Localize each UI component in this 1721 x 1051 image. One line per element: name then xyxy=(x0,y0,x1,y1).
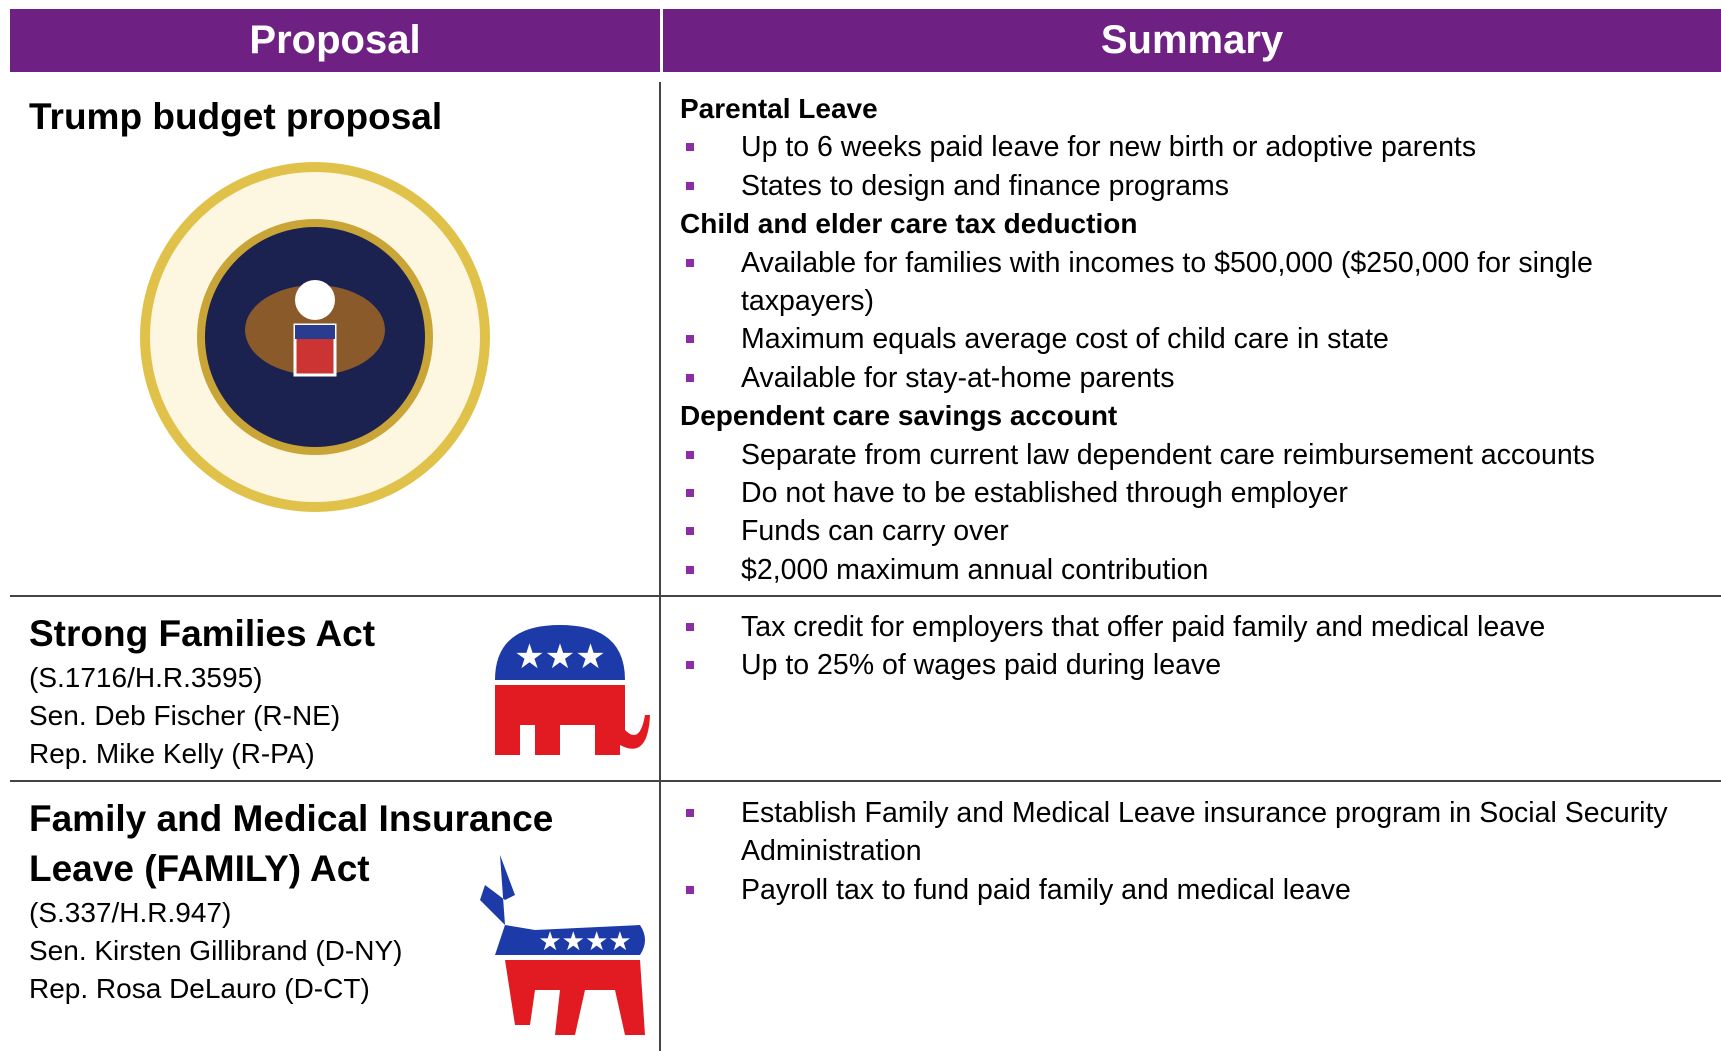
summary-bullet: Available for families with incomes to $… xyxy=(680,244,1715,321)
summary-bullet: Up to 6 weeks paid leave for new birth o… xyxy=(680,128,1715,166)
header-cell: Proposal xyxy=(10,9,660,72)
summary-bullet: Up to 25% of wages paid during leave xyxy=(680,646,1715,684)
summary-bullet: $2,000 maximum annual contribution xyxy=(680,551,1715,589)
header-cell: Summary xyxy=(663,9,1721,72)
summary-bullet: Funds can carry over xyxy=(680,512,1715,550)
summary-bullet: Available for stay-at-home parents xyxy=(680,359,1715,397)
proposal-title: Family and Medical Insurance Leave (FAMI… xyxy=(29,798,554,889)
proposal-detail: Sen. Kirsten Gillibrand (D-NY) xyxy=(29,935,403,966)
row-divider xyxy=(10,780,1721,782)
svg-text:★★★: ★★★ xyxy=(514,638,605,676)
summary-bullet: Payroll tax to fund paid family and medi… xyxy=(680,871,1715,909)
presidential-seal xyxy=(140,162,490,512)
proposal-detail: (S.337/H.R.947) xyxy=(29,897,232,928)
proposal-title: Strong Families Act xyxy=(29,613,376,654)
summary-heading: Child and elder care tax deduction xyxy=(680,208,1138,240)
row-divider xyxy=(10,595,1721,597)
summary-bullet: Separate from current law dependent care… xyxy=(680,436,1715,474)
proposal-cell: Trump budget proposal xyxy=(29,92,649,142)
proposal-detail: Rep. Rosa DeLauro (D-CT) xyxy=(29,973,370,1004)
proposal-cell: Strong Families Act (S.1716/H.R.3595) Sen.… xyxy=(29,609,649,773)
proposal-detail: (S.1716/H.R.3595) xyxy=(29,662,263,693)
svg-text:★★★★: ★★★★ xyxy=(538,926,631,956)
summary-bullet: States to design and finance programs xyxy=(680,167,1715,205)
summary-bullet: Maximum equals average cost of child car… xyxy=(680,320,1715,358)
summary-heading: Dependent care savings account xyxy=(680,400,1118,432)
summary-bullet: Establish Family and Medical Leave insur… xyxy=(680,794,1715,871)
proposal-cell: Family and Medical Insurance Leave (FAMI… xyxy=(29,794,649,1008)
summary-cell: Tax credit for employers that offer paid… xyxy=(680,608,1715,685)
summary-bullet: Tax credit for employers that offer paid… xyxy=(680,608,1715,646)
summary-heading: Parental Leave xyxy=(680,93,878,124)
proposal-title: Trump budget proposal xyxy=(29,96,443,137)
summary-cell: Establish Family and Medical Leave insur… xyxy=(680,794,1715,909)
summary-bullet: Do not have to be established through em… xyxy=(680,474,1715,512)
republican-elephant: ★★★ xyxy=(495,625,650,755)
democratic-donkey: ★★★★ xyxy=(480,855,645,1035)
proposal-detail: Sen. Deb Fischer (R-NE) xyxy=(29,700,341,731)
column-divider xyxy=(659,82,661,1051)
proposal-detail: Rep. Mike Kelly (R-PA) xyxy=(29,738,315,769)
summary-cell: Parental Leave Up to 6 weeks paid leave f… xyxy=(680,90,1715,589)
